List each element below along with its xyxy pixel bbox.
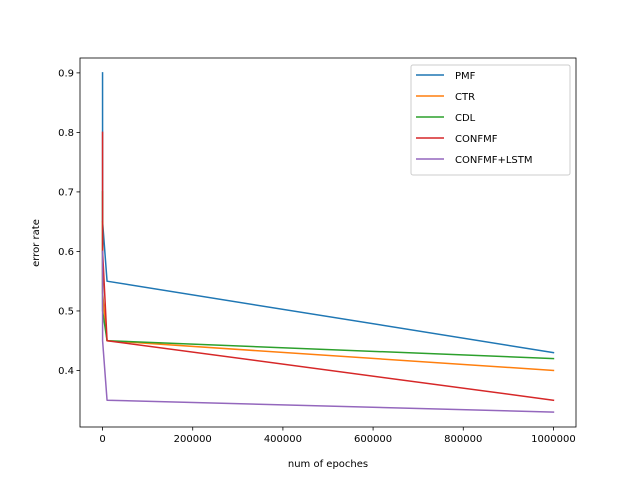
legend-label-ctr: CTR xyxy=(455,92,475,103)
series-line-confmf-lstm xyxy=(101,250,555,413)
y-tick-label: 0.4 xyxy=(58,366,74,377)
legend: PMF CTR CDL CONFMF CONFMF+LSTM xyxy=(410,64,571,176)
legend-label-confmf-lstm: CONFMF+LSTM xyxy=(455,155,533,166)
y-tick-label: 0.6 xyxy=(58,247,74,258)
x-tick-label: 400000 xyxy=(264,434,302,445)
y-tick-label: 0.7 xyxy=(58,187,74,198)
x-tick-label: 0 xyxy=(99,434,105,445)
x-tick-label: 200000 xyxy=(174,434,212,445)
x-axis-label: num of epoches xyxy=(288,459,368,470)
legend-label-confmf: CONFMF xyxy=(455,134,498,145)
legend-label-pmf: PMF xyxy=(455,71,476,82)
axes: 0 200000 400000 600000 800000 1000000 0.4 0.5 0.… xyxy=(58,57,577,445)
x-tick-label: 800000 xyxy=(444,434,482,445)
y-axis-label: error rate xyxy=(31,219,42,267)
series-line-confmf xyxy=(101,131,555,402)
x-tick-label: 1000000 xyxy=(531,434,576,445)
plot-frame xyxy=(79,57,577,428)
legend-label-cdl: CDL xyxy=(455,113,476,124)
y-tick-label: 0.9 xyxy=(58,68,74,79)
y-tick-label: 0.8 xyxy=(58,128,74,139)
plot-marks xyxy=(101,72,555,413)
y-tick-label: 0.5 xyxy=(58,306,74,317)
legend-box xyxy=(410,64,571,176)
x-tick-label: 600000 xyxy=(354,434,392,445)
